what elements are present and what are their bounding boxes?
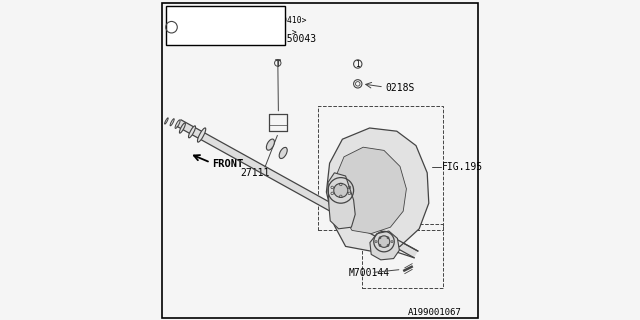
Text: 0218S: 0218S xyxy=(385,83,415,93)
Text: 0320S: 0320S xyxy=(183,16,210,25)
Bar xyxy=(166,6,285,45)
Ellipse shape xyxy=(266,139,275,150)
Polygon shape xyxy=(370,231,399,260)
Polygon shape xyxy=(328,173,355,229)
Polygon shape xyxy=(335,147,406,234)
Ellipse shape xyxy=(189,126,195,138)
Polygon shape xyxy=(177,120,418,258)
Text: M700144: M700144 xyxy=(348,268,389,278)
Ellipse shape xyxy=(175,120,180,128)
Bar xyxy=(362,224,444,288)
Polygon shape xyxy=(326,128,429,251)
Circle shape xyxy=(334,183,348,197)
Text: ('05MY0410-      >: ('05MY0410- > xyxy=(209,28,296,37)
Ellipse shape xyxy=(170,119,174,126)
Text: A199001067: A199001067 xyxy=(408,308,461,317)
Text: FIG.195: FIG.195 xyxy=(442,162,483,172)
Text: 1: 1 xyxy=(355,60,360,68)
Ellipse shape xyxy=(179,123,186,133)
Text: 27111: 27111 xyxy=(240,168,269,178)
Ellipse shape xyxy=(198,128,205,142)
Text: P200005: P200005 xyxy=(183,28,221,37)
Ellipse shape xyxy=(164,118,168,124)
Ellipse shape xyxy=(279,148,287,158)
Bar xyxy=(319,106,443,230)
Text: 1: 1 xyxy=(169,23,174,32)
Text: FRONT: FRONT xyxy=(212,159,243,169)
Text: (        -'05MY0410>: ( -'05MY0410> xyxy=(209,16,306,25)
Text: M250043: M250043 xyxy=(275,34,316,44)
Circle shape xyxy=(378,236,390,247)
